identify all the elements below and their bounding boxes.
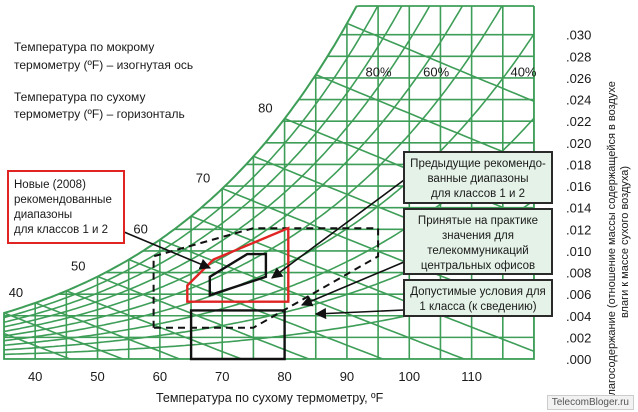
- arrow-class1: [314, 307, 405, 320]
- svg-text:диапазоны: диапазоны: [14, 209, 72, 221]
- y-tick-10: .020: [566, 136, 591, 151]
- annotation-arrows: [123, 179, 405, 320]
- svg-text:рекомендованные: рекомендованные: [14, 194, 112, 206]
- x-tick-100: 100: [398, 369, 420, 384]
- x-tick-90: 90: [340, 369, 354, 384]
- x-tick-50: 50: [90, 369, 104, 384]
- y-tick-1: .002: [566, 330, 591, 345]
- y-tick-3: .006: [566, 287, 591, 302]
- y-tick-labels: .000 .002 .004 .006 .008 .010 .012 .014 .016 .018…: [566, 28, 591, 367]
- grid-wb-35: [4, 312, 179, 359]
- svg-text:центральных офисов: центральных офисов: [421, 260, 535, 272]
- grid-rh-90: [4, 6, 534, 319]
- y-tick-2: .004: [566, 309, 591, 324]
- wb-label-50: 50: [71, 258, 85, 273]
- grid-wb-30: [4, 320, 123, 359]
- grid-rh-40: [4, 33, 534, 342]
- y-tick-13: .026: [566, 71, 591, 86]
- svg-text:значения для: значения для: [442, 230, 514, 242]
- legend-line-4: термометру (ºF) – горизонталь: [14, 107, 185, 121]
- arrow-new: [123, 231, 212, 270]
- svg-text:влаги к массе сухого воздуха): влаги к массе сухого воздуха): [619, 166, 631, 318]
- wet-bulb-labels: 40 50 60 70 80: [9, 101, 273, 300]
- y-tick-6: .012: [566, 222, 591, 237]
- rh-labels: 80% 60% 40%: [366, 65, 537, 80]
- svg-text:Влагосодержание (отношение мас: Влагосодержание (отношение массы содержа…: [606, 81, 618, 403]
- annotation-new-2008: Новые (2008) рекомендованные диапазоны д…: [7, 170, 125, 244]
- legend-line-2: термометру (ºF) – изогнутая ось: [14, 58, 193, 72]
- grid-rh-50: [4, 6, 534, 337]
- grid-rh-60: [4, 6, 534, 333]
- x-tick-40: 40: [28, 369, 42, 384]
- y-tick-5: .010: [566, 244, 591, 259]
- rh-label-80: 80%: [366, 65, 392, 80]
- y-tick-7: .014: [566, 201, 591, 216]
- grid-wb-45: [66, 290, 298, 359]
- arrow-previous: [271, 179, 405, 279]
- x-tick-80: 80: [277, 369, 291, 384]
- x-axis-label: Температура по сухому термометру, ºF: [156, 391, 384, 405]
- chart-regions: [152, 226, 380, 361]
- annotation-practice: Принятые на практике значения для телеко…: [403, 208, 553, 275]
- chart-legend-text: Температура по мокрому термометру (ºF) –…: [14, 40, 193, 121]
- legend-line-1: Температура по мокрому: [14, 40, 154, 54]
- rh-label-40: 40%: [510, 65, 536, 80]
- y-tick-15: .030: [566, 28, 591, 43]
- grid-rh-70: [4, 6, 534, 328]
- x-tick-70: 70: [215, 369, 229, 384]
- wb-label-40: 40: [9, 285, 23, 300]
- wb-label-80: 80: [258, 101, 272, 116]
- svg-text:ванные диапазоны: ванные диапазоны: [427, 173, 528, 185]
- annotation-practice-box: [403, 208, 553, 275]
- region-new-2008: [186, 226, 290, 303]
- y-tick-8: .016: [566, 179, 591, 194]
- y-tick-11: .022: [566, 114, 591, 129]
- grid-wb-65: [190, 215, 534, 359]
- annotation-new-2008-box: [7, 170, 125, 244]
- annotation-class1: Допустимые условия для 1 класса (к сведе…: [403, 279, 553, 317]
- grid-wb-40: [34, 302, 235, 359]
- y-tick-14: .028: [566, 49, 591, 64]
- legend-line-3: Температура по сухому: [14, 90, 145, 104]
- y-tick-0: .000: [566, 352, 591, 367]
- annotation-class1-box: [403, 279, 553, 317]
- grid-border: [3, 5, 535, 360]
- rh-label-60: 60%: [423, 65, 449, 80]
- svg-text:Допустимые условия для: Допустимые условия для: [410, 286, 546, 298]
- svg-text:1 класса (к сведению): 1 класса (к сведению): [419, 301, 536, 313]
- region-practice: [152, 227, 380, 329]
- annotation-previous: Предыдущие рекомендо- ванные диапазоны д…: [403, 151, 553, 204]
- y-tick-12: .024: [566, 93, 591, 108]
- wb-label-60: 60: [133, 222, 147, 237]
- wb-label-70: 70: [196, 171, 210, 186]
- annotation-previous-box: [403, 151, 553, 204]
- watermark: TelecomBloger.ru: [546, 395, 634, 410]
- y-tick-9: .018: [566, 157, 591, 172]
- grid-wb-60: [159, 238, 516, 359]
- svg-text:для классов 1 и 2: для классов 1 и 2: [431, 188, 525, 200]
- y-axis-label: Влагосодержание (отношение массы содержа…: [606, 81, 631, 403]
- svg-text:Предыдущие рекомендо-: Предыдущие рекомендо-: [410, 158, 546, 170]
- svg-text:телекоммуникаций: телекоммуникаций: [427, 245, 528, 257]
- arrow-practice: [300, 261, 405, 307]
- svg-text:Новые (2008): Новые (2008): [14, 179, 86, 191]
- y-tick-4: .008: [566, 266, 591, 281]
- svg-text:Принятые на практике: Принятые на практике: [418, 215, 538, 227]
- region-previous: [208, 252, 268, 297]
- region-class1: [189, 309, 286, 361]
- x-tick-110: 110: [461, 369, 482, 384]
- svg-text:для классов 1 и 2: для классов 1 и 2: [14, 224, 108, 236]
- grid-rh-80: [4, 6, 534, 323]
- x-tick-60: 60: [153, 369, 167, 384]
- x-tick-labels: 40 50 60 70 80 90 100 110: [28, 369, 482, 384]
